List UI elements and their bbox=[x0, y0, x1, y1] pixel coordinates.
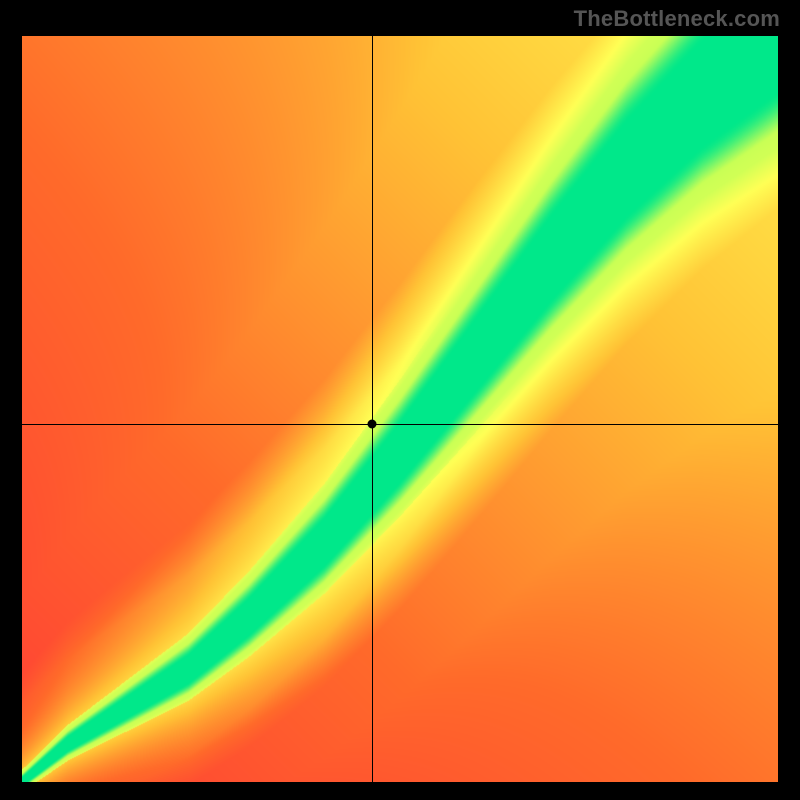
crosshair-horizontal bbox=[22, 424, 778, 425]
crosshair-vertical bbox=[372, 36, 373, 782]
heatmap-canvas bbox=[22, 36, 778, 782]
watermark-text: TheBottleneck.com bbox=[574, 6, 780, 32]
chart-frame: TheBottleneck.com bbox=[0, 0, 800, 800]
marker-dot bbox=[368, 419, 377, 428]
heatmap-plot bbox=[22, 36, 778, 782]
